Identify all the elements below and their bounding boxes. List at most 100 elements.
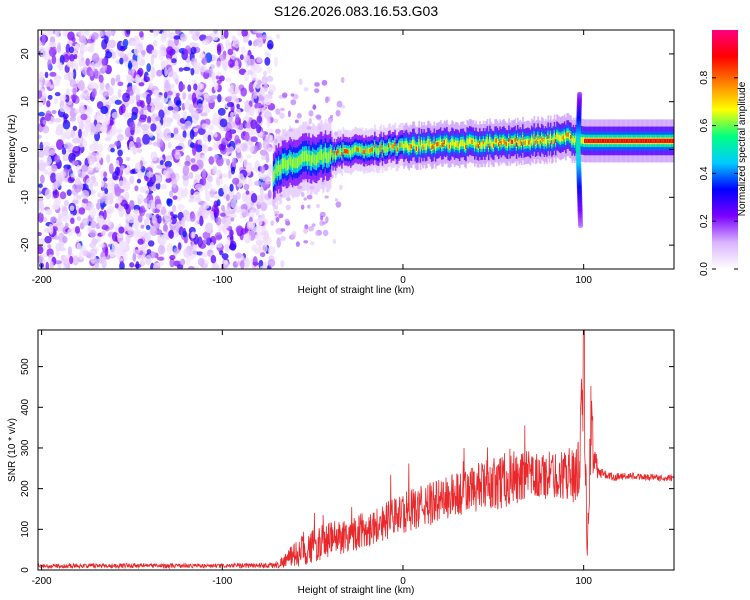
spectrogram-noise-cell xyxy=(156,164,164,170)
spectrogram-noise-cell xyxy=(204,69,212,74)
colorbar-gradient xyxy=(712,30,738,269)
spectrogram-noise-cell xyxy=(212,30,219,41)
spectrogram-noise-cell xyxy=(69,79,77,88)
spectrogram-y-tick-label: 10 xyxy=(20,96,31,108)
spectrogram-ridge-cell xyxy=(573,138,576,145)
spectrogram-ridge-core xyxy=(432,144,435,149)
spectrogram-noise-cell xyxy=(266,128,274,134)
spectrogram-noise-cell xyxy=(80,113,88,121)
spectrogram-ridge-cell xyxy=(351,147,354,155)
spectrogram-noise-cell xyxy=(259,265,268,269)
spectrogram-noise-cell xyxy=(273,56,279,68)
spectrogram-noise-cell xyxy=(196,251,204,256)
spectrogram-noise-cell xyxy=(218,75,225,82)
spectrogram-ridge-core xyxy=(524,140,527,145)
spectrogram-ridge-cell xyxy=(413,139,416,147)
spectrogram-noise-cell xyxy=(108,143,116,149)
spectrogram-ridge-cell xyxy=(561,134,564,141)
spectrogram-ridge-cell xyxy=(452,139,455,147)
spectrogram-noise-cell xyxy=(111,241,119,252)
spectrogram-noise-cell xyxy=(243,158,248,168)
spectrogram-noise-cell xyxy=(109,249,116,260)
spectrogram-noise-cell xyxy=(164,160,172,168)
spectrogram-noise-cell xyxy=(275,108,281,115)
spectrogram-noise-cell xyxy=(158,130,164,140)
spectrogram-ridge-cell xyxy=(308,150,311,162)
spectrogram-noise-cell xyxy=(259,186,264,196)
spectrogram-ridge-cell xyxy=(506,141,509,148)
spectrogram-ridge-cell xyxy=(461,139,464,147)
spectrogram-ridge-core xyxy=(634,138,637,144)
spectrogram-noise-cell xyxy=(169,190,174,198)
spectrogram-noise-cell xyxy=(38,238,45,245)
spectrogram-noise-cell xyxy=(190,164,199,172)
spectrogram-noise-cell xyxy=(256,57,263,63)
spectrogram-ridge-cell xyxy=(284,157,287,169)
spectrogram-noise-cell xyxy=(185,103,191,108)
spectrogram-noise-cell xyxy=(55,250,60,257)
spectrogram-noise-cell xyxy=(166,198,173,207)
spectrogram-noise-cell xyxy=(118,180,125,189)
spectrogram-noise-cell xyxy=(59,171,67,178)
spectrogram-noise-cell xyxy=(216,199,221,207)
spectrogram-noise-cell xyxy=(96,150,102,162)
spectrogram-noise-cell xyxy=(208,156,215,165)
spectrogram-noise-cell xyxy=(280,228,286,232)
spectrogram-ridge-cell xyxy=(449,142,452,149)
spectrogram-noise-cell xyxy=(70,217,75,225)
spectrogram-noise-cell xyxy=(125,30,131,35)
spectrogram-noise-cell xyxy=(66,61,74,68)
spectrogram-ridge-cell xyxy=(582,137,585,145)
spectrogram-noise-cell xyxy=(195,30,201,37)
spectrogram-noise-cell xyxy=(217,223,222,233)
spectrogram-ridge-cell xyxy=(544,137,547,144)
spectrogram-noise-cell xyxy=(204,189,210,197)
spectrogram-ridge-core xyxy=(443,139,446,145)
spectrogram-noise-cell xyxy=(111,111,119,119)
colorbar-label: Normalized spectral amplitude xyxy=(737,81,748,216)
spectrogram-noise-cell xyxy=(221,205,225,212)
spectrogram-noise-cell xyxy=(145,224,151,231)
spectrogram-ridge-cell xyxy=(485,139,488,146)
spectrogram-ridge-core xyxy=(499,138,502,144)
spectrogram-noise-cell xyxy=(212,165,218,175)
spectrogram-ridge-core xyxy=(539,140,542,145)
spectrogram-ridge-cell xyxy=(298,156,300,167)
spectrogram-noise-cell xyxy=(184,160,191,167)
spectrogram-ridge-cell xyxy=(401,141,404,148)
spectrogram-noise-cell xyxy=(193,127,199,133)
colorbar-tick-label: 0.0 xyxy=(699,262,710,276)
spectrogram-ridge-core xyxy=(476,143,479,148)
spectrogram-noise-cell xyxy=(219,118,228,128)
spectrogram-noise-cell xyxy=(138,82,145,87)
spectrogram-ridge-core xyxy=(613,138,615,144)
spectrogram-noise-cell xyxy=(38,255,43,263)
spectrogram-noise-cell xyxy=(267,258,276,268)
spectrogram-ridge-core xyxy=(663,138,666,144)
snr-x-label: Height of straight line (km) xyxy=(298,585,415,596)
spectrogram-noise-cell xyxy=(207,134,212,142)
spectrogram-ridge-cell xyxy=(446,137,448,145)
spectrogram-ridge-core xyxy=(596,138,599,144)
spectrogram-noise-cell xyxy=(269,134,274,144)
spectrogram-ridge-cell xyxy=(334,153,337,160)
spectrogram-noise-cell xyxy=(216,243,223,248)
spectrogram-ridge-cell xyxy=(525,139,528,146)
spectrogram-noise-cell xyxy=(216,43,222,52)
spectrogram-noise-cell xyxy=(266,117,271,128)
spectrogram-noise-cell xyxy=(285,204,291,211)
snr-y-tick-label: 500 xyxy=(20,358,31,375)
spectrogram-noise-cell xyxy=(134,208,139,215)
spectrogram-noise-cell xyxy=(148,251,157,259)
spectrogram-noise-cell xyxy=(218,187,225,197)
spectrogram-noise-cell xyxy=(234,252,243,259)
spectrogram-noise-cell xyxy=(220,34,225,40)
spectrogram-noise-cell xyxy=(316,203,320,209)
spectrogram-ridge-cell xyxy=(384,146,386,153)
spectrogram-noise-cell xyxy=(91,88,96,98)
spectrogram-noise-cell xyxy=(44,113,52,122)
spectrogram-noise-cell xyxy=(136,178,142,184)
spectrogram-noise-cell xyxy=(44,71,49,79)
spectrogram-ridge-core xyxy=(433,140,436,146)
spectrogram-noise-cell xyxy=(41,33,46,45)
